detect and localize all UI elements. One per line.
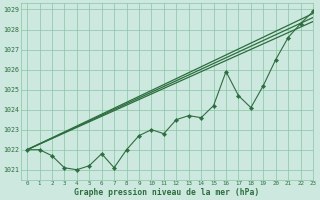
X-axis label: Graphe pression niveau de la mer (hPa): Graphe pression niveau de la mer (hPa) [74,188,260,197]
